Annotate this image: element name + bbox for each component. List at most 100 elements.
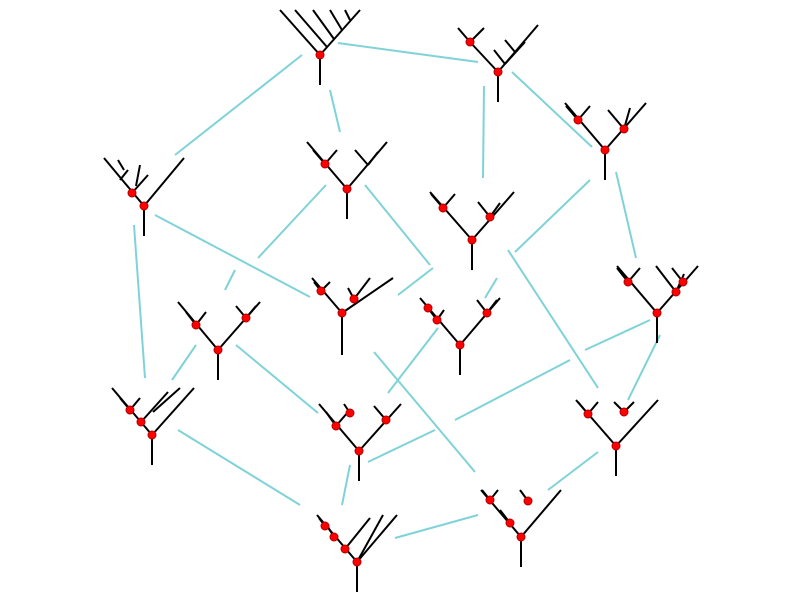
tree-branch xyxy=(655,265,677,293)
tree-branch xyxy=(140,391,169,423)
flip-edge-25 xyxy=(547,451,599,491)
tree-vertex xyxy=(678,277,688,287)
tree-vertex xyxy=(485,212,495,222)
tree-vertex xyxy=(320,521,330,531)
tree-vertex xyxy=(191,320,201,330)
tree-branch xyxy=(143,157,185,207)
tree-vertex xyxy=(349,294,359,304)
tree-branch xyxy=(504,39,516,53)
flip-edge-10 xyxy=(514,179,591,253)
tree-vertex xyxy=(147,430,157,440)
flip-edge-19 xyxy=(387,327,439,394)
tree-vertex xyxy=(136,417,146,427)
tree-vertex xyxy=(139,201,149,211)
flip-edge-9 xyxy=(364,184,431,266)
tree-vertex xyxy=(381,415,391,425)
flip-edge-16 xyxy=(171,344,197,381)
flip-edge-23 xyxy=(177,429,301,506)
binary-tree-14 xyxy=(480,489,562,567)
tree-branch xyxy=(346,141,388,190)
tree-branch xyxy=(356,514,384,563)
tree-vertex xyxy=(315,50,325,60)
tree-branch xyxy=(329,9,343,31)
tree-vertex xyxy=(213,345,223,355)
flip-edge-4 xyxy=(511,71,593,148)
tree-vertex xyxy=(337,308,347,318)
binary-tree-4 xyxy=(306,141,388,219)
tree-branch xyxy=(294,9,328,48)
tree-branch xyxy=(615,399,659,447)
flip-edge-21 xyxy=(627,334,661,401)
flip-edge-14 xyxy=(484,277,498,299)
tree-vertex xyxy=(573,115,583,125)
flip-edge-18 xyxy=(373,351,476,473)
tree-vertex xyxy=(652,308,662,318)
binary-tree-6 xyxy=(429,191,515,270)
tree-branch xyxy=(151,387,195,436)
tree-vertex xyxy=(329,532,339,542)
tree-branch xyxy=(354,149,369,166)
binary-tree-11 xyxy=(111,387,195,465)
tree-branch xyxy=(341,277,394,314)
flip-edge-3 xyxy=(329,89,341,133)
tree-branch xyxy=(616,265,658,314)
tree-vertex xyxy=(423,303,433,313)
tree-branch xyxy=(564,102,606,151)
binary-tree-8 xyxy=(177,301,261,380)
binary-tree-3 xyxy=(103,157,185,236)
tree-vertex xyxy=(583,409,593,419)
tree-vertex xyxy=(438,203,448,213)
tree-vertex xyxy=(342,184,352,194)
tree-vertex xyxy=(241,313,251,323)
flip-edge-1 xyxy=(174,54,303,156)
flip-edge-22 xyxy=(341,464,351,506)
tree-vertex xyxy=(320,159,330,169)
tree-branch xyxy=(119,169,129,181)
tree-branch xyxy=(311,277,343,314)
tree-vertex xyxy=(125,405,135,415)
binary-tree-15 xyxy=(316,514,398,592)
tree-vertex xyxy=(619,407,629,417)
tree-vertex xyxy=(354,446,364,456)
tree-vertex xyxy=(523,496,533,506)
tree-branch xyxy=(135,164,141,187)
tree-vertex xyxy=(671,287,681,297)
binary-tree-5 xyxy=(564,102,647,180)
tree-branch xyxy=(279,9,321,56)
flip-edge-11 xyxy=(615,171,637,259)
binary-tree-10 xyxy=(419,297,501,375)
tree-branch xyxy=(504,41,526,65)
binary-tree-12 xyxy=(318,403,402,481)
flip-edge-6 xyxy=(133,224,146,379)
tree-branch xyxy=(117,159,125,171)
tree-vertex xyxy=(340,544,350,554)
tree-branch xyxy=(520,489,562,538)
flip-edge-27 xyxy=(367,429,436,463)
tree-branch xyxy=(344,9,351,21)
flip-edge-17 xyxy=(235,344,319,414)
binary-tree-7 xyxy=(616,265,699,343)
flip-edge-2 xyxy=(337,42,479,63)
tree-vertex xyxy=(352,557,362,567)
tree-branch xyxy=(358,403,402,452)
tree-branch xyxy=(152,387,181,413)
tree-vertex xyxy=(623,277,633,287)
tree-branch xyxy=(367,151,379,166)
tree-branch xyxy=(312,9,335,40)
tree-branch xyxy=(493,49,506,65)
flip-edge-26 xyxy=(454,359,571,421)
tree-vertex xyxy=(619,124,629,134)
flip-edge-12 xyxy=(507,249,599,389)
binary-tree-13 xyxy=(575,399,659,476)
flip-edge-24 xyxy=(394,514,479,539)
tree-vertex xyxy=(611,441,621,451)
tree-vertex xyxy=(432,315,442,325)
tree-vertex xyxy=(345,408,355,418)
tree-vertex xyxy=(465,37,475,47)
tree-vertex xyxy=(505,518,515,528)
binary-tree-1 xyxy=(279,9,361,85)
flip-edge-20 xyxy=(584,319,651,351)
tree-vertex xyxy=(467,235,477,245)
flip-edge-15 xyxy=(224,269,236,291)
